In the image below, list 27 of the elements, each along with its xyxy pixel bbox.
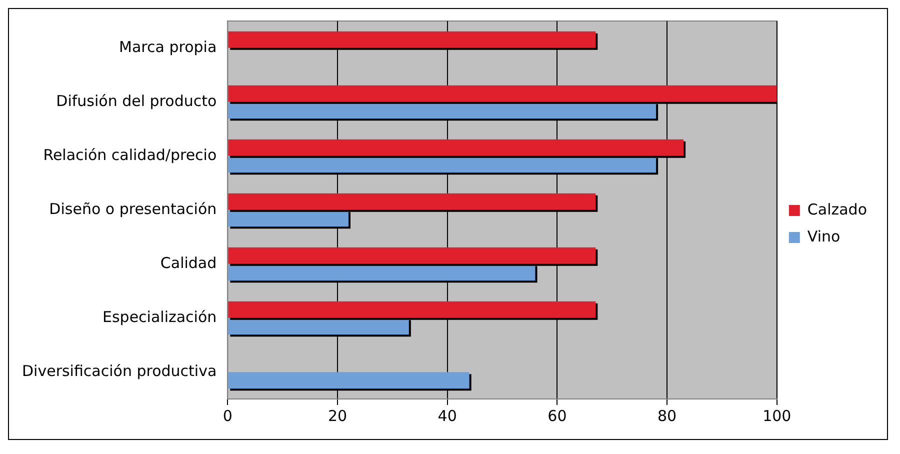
bar <box>228 372 470 389</box>
bar <box>228 318 409 335</box>
legend-label: Calzado <box>807 200 868 218</box>
y-tick-label: Diseño o presentación <box>49 200 217 218</box>
bar <box>228 301 596 318</box>
y-tick-label: Calidad <box>160 254 217 272</box>
y-tick-label: Diversificación productiva <box>22 362 217 380</box>
bar <box>228 102 656 119</box>
bar <box>228 210 348 227</box>
y-tick-label: Especialización <box>102 308 217 326</box>
bar <box>228 156 656 173</box>
y-tick-label: Marca propia <box>119 38 217 56</box>
bar <box>228 193 596 210</box>
bar <box>228 139 684 156</box>
x-tick-label: 100 <box>762 406 792 425</box>
bar <box>228 247 596 264</box>
legend-label: Vino <box>807 227 840 246</box>
bar <box>228 85 777 102</box>
x-tick-label: 40 <box>438 406 457 425</box>
bar <box>228 264 536 281</box>
x-tick-label: 20 <box>328 406 348 425</box>
y-tick-label: Relación calidad/precio <box>43 146 217 164</box>
x-tick-label: 0 <box>222 406 232 425</box>
y-tick-label: Difusión del producto <box>56 92 217 110</box>
x-tick-label: 60 <box>548 406 567 425</box>
x-tick-label: 80 <box>658 406 677 425</box>
bar <box>228 31 596 48</box>
